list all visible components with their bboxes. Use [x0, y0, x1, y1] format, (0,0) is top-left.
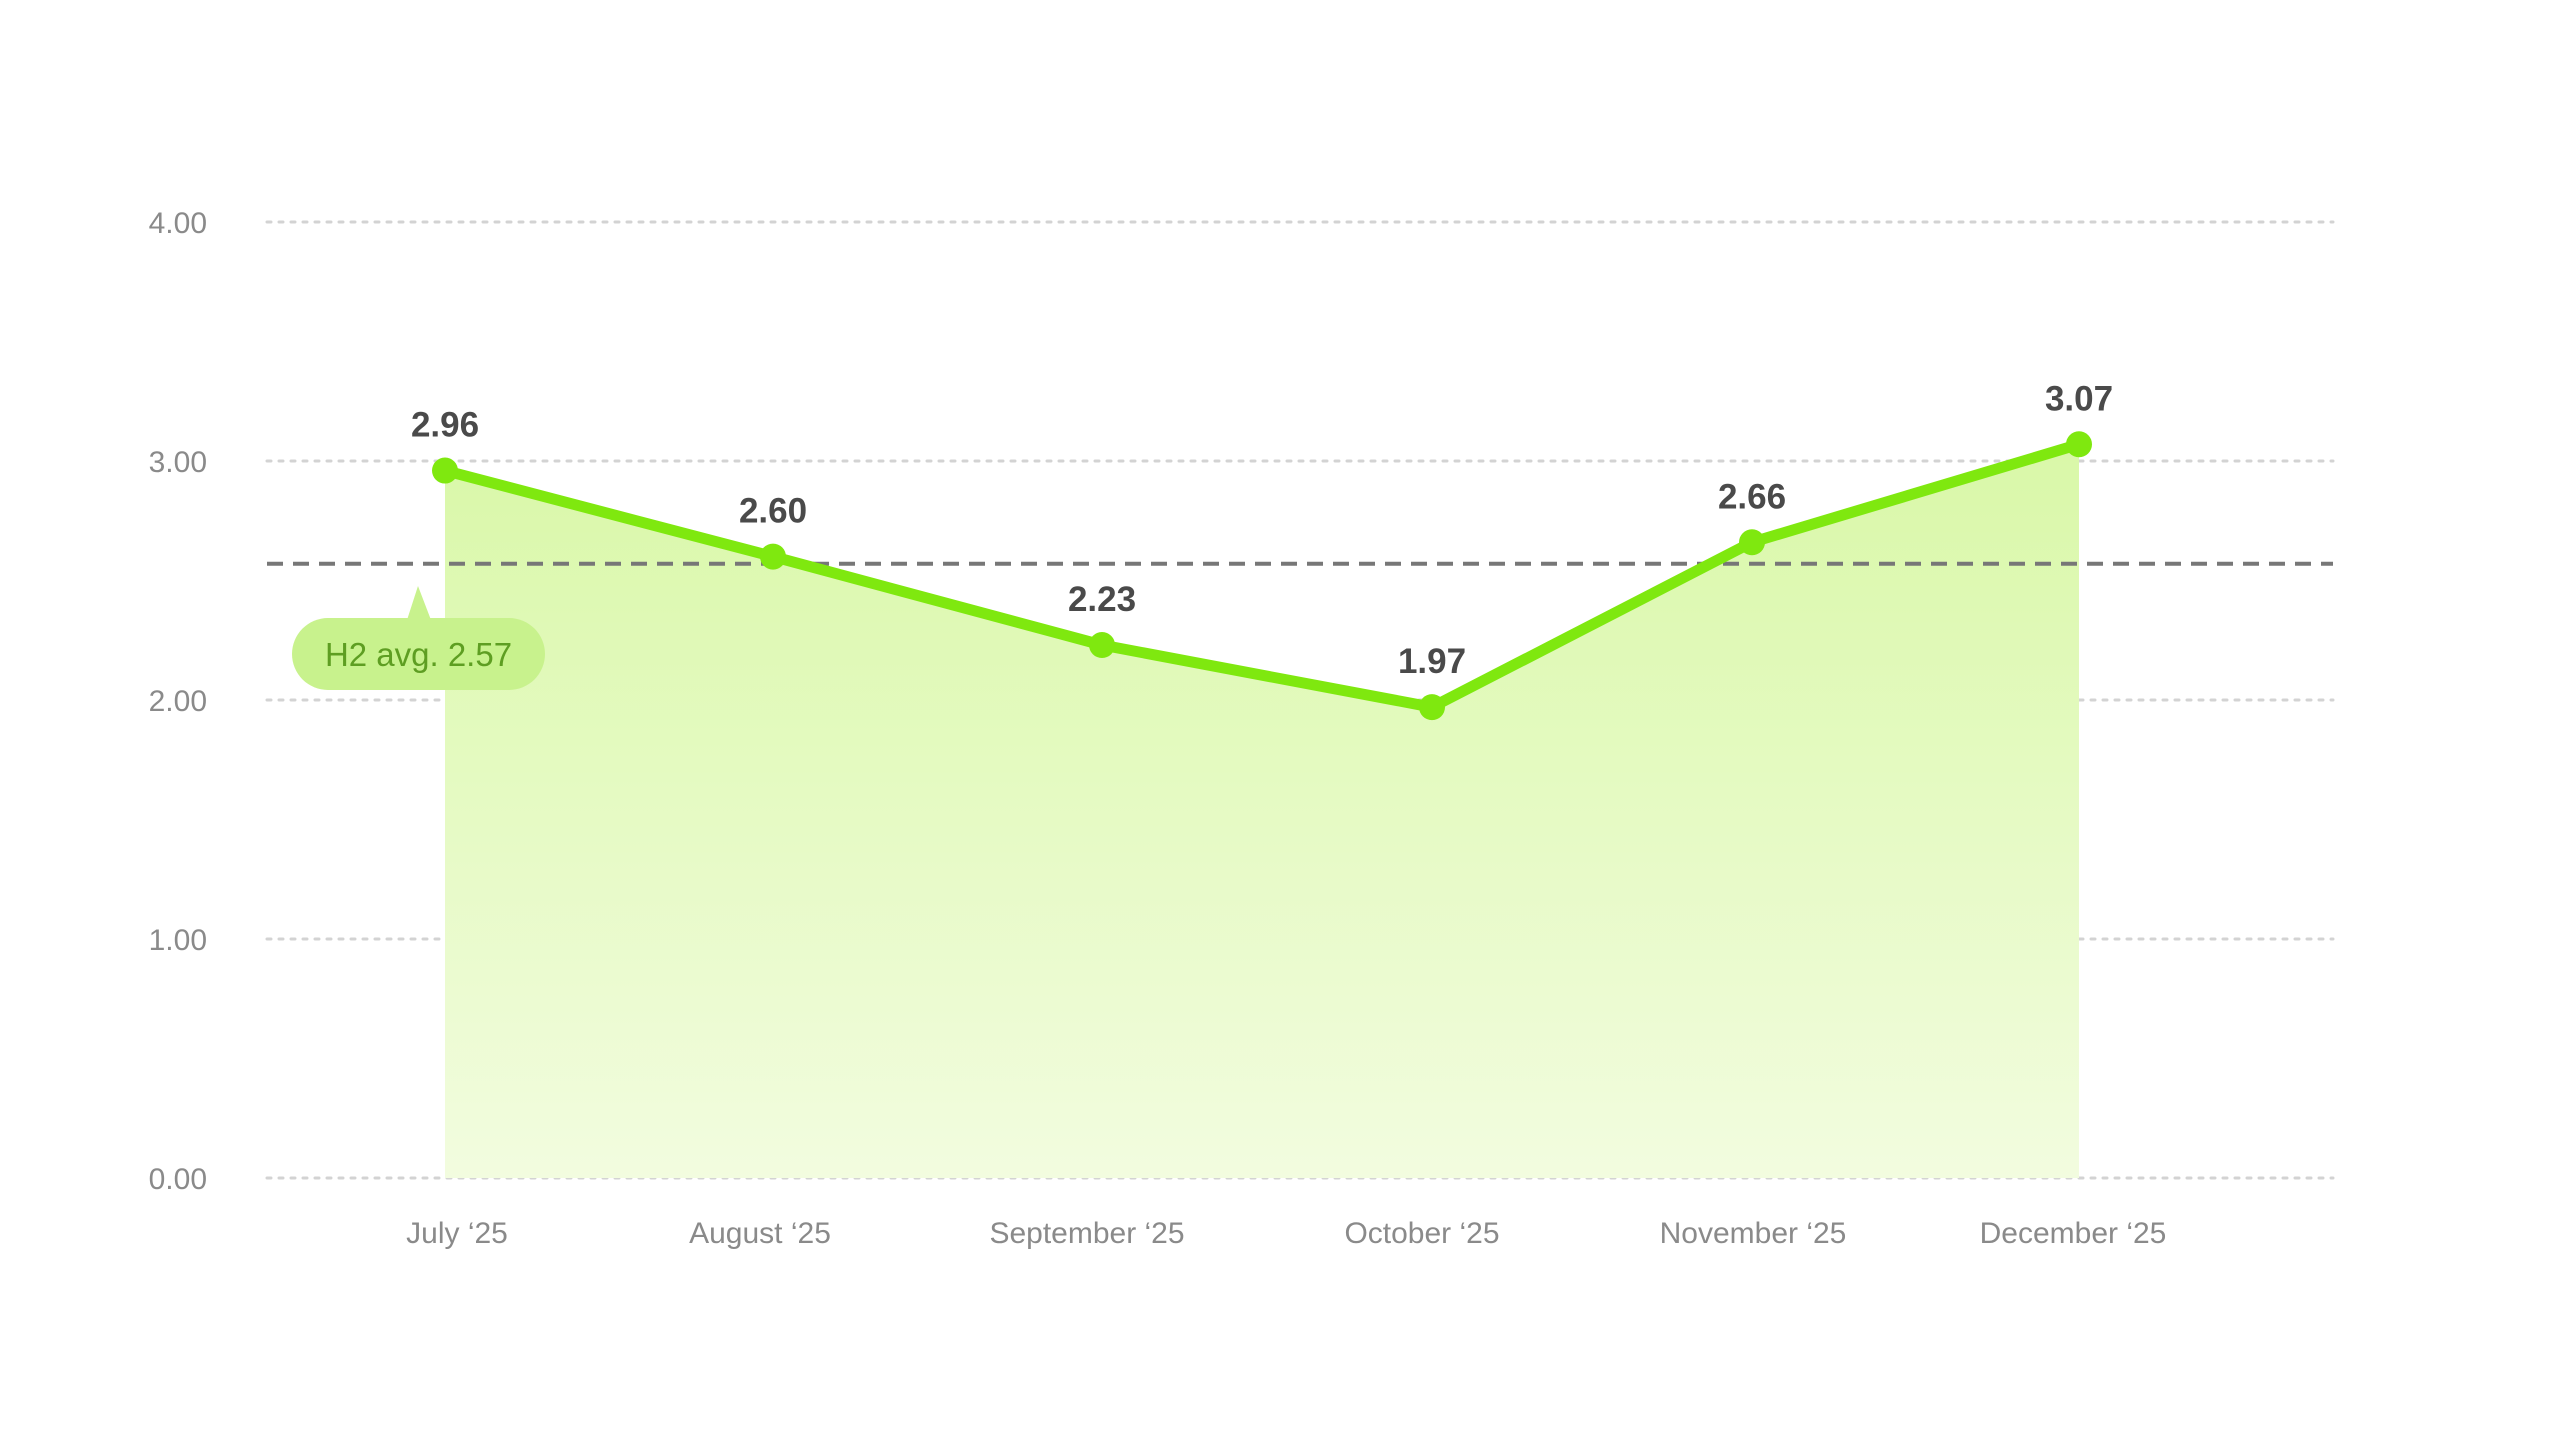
x-tick-label: November ‘25 [1660, 1217, 1847, 1250]
y-tick-label: 3.00 [149, 446, 207, 479]
data-point [432, 457, 458, 484]
data-point [1419, 694, 1445, 721]
x-tick-label: July ‘25 [406, 1217, 508, 1250]
x-tick-label: December ‘25 [1980, 1217, 2167, 1250]
data-value-label: 2.60 [739, 492, 807, 531]
data-value-label: 2.96 [411, 406, 479, 445]
y-tick-label: 0.00 [149, 1163, 207, 1196]
y-tick-label: 2.00 [149, 685, 207, 718]
data-value-label: 3.07 [2045, 379, 2113, 418]
y-tick-label: 1.00 [149, 924, 207, 957]
data-value-label: 2.66 [1718, 477, 1786, 516]
series-line [439, 438, 2085, 713]
data-point [2066, 431, 2092, 458]
area-fill [445, 444, 2079, 1178]
x-tick-label: September ‘25 [989, 1217, 1184, 1250]
x-tick-label: October ‘25 [1344, 1217, 1499, 1250]
x-tick-label: August ‘25 [689, 1217, 831, 1250]
data-value-label: 1.97 [1398, 642, 1466, 681]
average-badge-label: H2 avg. 2.57 [325, 636, 512, 673]
y-tick-label: 4.00 [149, 207, 207, 240]
data-point [1089, 632, 1115, 659]
data-point [1739, 529, 1765, 556]
data-point [760, 543, 786, 570]
data-value-label: 2.23 [1068, 580, 1136, 619]
average-badge-pointer [407, 586, 431, 620]
average-badge [292, 618, 545, 690]
